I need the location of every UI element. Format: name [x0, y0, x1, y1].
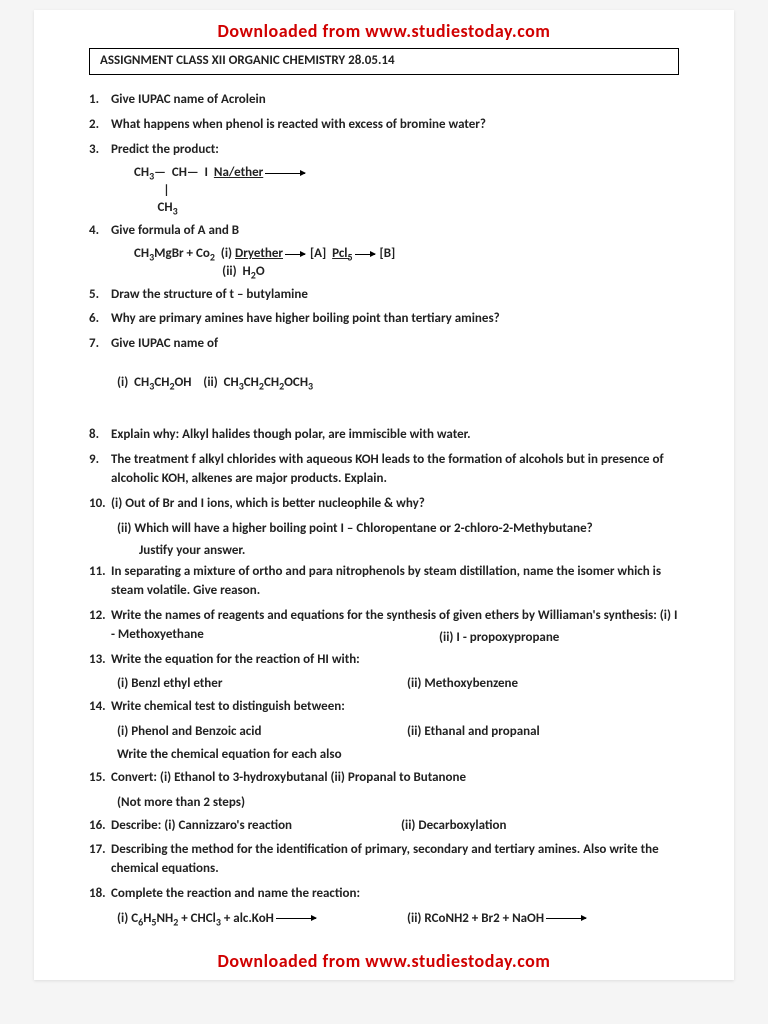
assignment-title: ASSIGNMENT CLASS XII ORGANIC CHEMISTRY 2… [89, 48, 679, 75]
question-16: 16.Describe: (i) Cannizzaro's reaction(i… [89, 817, 679, 836]
question-15: 15.Convert: (i) Ethanol to 3-hydroxybuta… [89, 769, 679, 788]
question-5: 5.Draw the structure of t – butylamine [89, 286, 679, 305]
question-11: 11.In separating a mixture of ortho and … [89, 563, 679, 601]
q10-iii: Justify your answer. [139, 542, 679, 561]
question-7: 7.Give IUPAC name of [89, 335, 679, 354]
watermark-bottom: Downloaded from www.studiestoday.com [34, 948, 734, 974]
q15-note: (Not more than 2 steps) [117, 794, 679, 813]
q14-subs: (i) Phenol and Benzoic acid(ii) Ethanal … [117, 723, 679, 742]
document-page: Downloaded from www.studiestoday.com ASS… [34, 10, 734, 980]
q7-sub: (i) CH3CH2OH (ii) CH3CH2CH2OCH3 [117, 374, 679, 394]
q14-extra: Write the chemical equation for each als… [117, 746, 679, 765]
watermark-top: Downloaded from www.studiestoday.com [89, 18, 679, 44]
question-10: 10.(i) Out of Br and I ions, which is be… [89, 495, 679, 514]
question-14: 14.Write chemical test to distinguish be… [89, 698, 679, 717]
q10-ii: (ii) Which will have a higher boiling po… [117, 520, 679, 539]
q3-formula: CH3— CH— I Na/ether [134, 165, 679, 183]
question-2: 2.What happens when phenol is reacted wi… [89, 116, 679, 135]
question-3: 3.Predict the product: [89, 141, 679, 160]
question-18: 18.Complete the reaction and name the re… [89, 885, 679, 904]
q18-subs: (i) C6H5NH2 + CHCl3 + alc.KoH (ii) RCoNH… [117, 910, 679, 930]
question-9: 9.The treatment f alkyl chlorides with a… [89, 451, 679, 489]
question-1: 1.Give IUPAC name of Acrolein [89, 91, 679, 110]
question-17: 17.Describing the method for the identif… [89, 841, 679, 879]
q4-formula-l2: (ii) H2O [134, 264, 679, 282]
question-6: 6.Why are primary amines have higher boi… [89, 310, 679, 329]
q3-formula-l3: CH3 [134, 200, 679, 218]
q13-subs: (i) Benzl ethyl ether(ii) Methoxybenzene [117, 675, 679, 694]
q3-formula-l2: | [134, 183, 679, 200]
question-12: 12.Write the names of reagents and equat… [89, 607, 679, 645]
question-4: 4.Give formula of A and B [89, 222, 679, 241]
question-13: 13.Write the equation for the reaction o… [89, 651, 679, 670]
q4-formula: CH3MgBr + Co2 (i) Dryether [A] Pcl5 [B] [134, 246, 679, 264]
question-8: 8.Explain why: Alkyl halides though pola… [89, 426, 679, 445]
